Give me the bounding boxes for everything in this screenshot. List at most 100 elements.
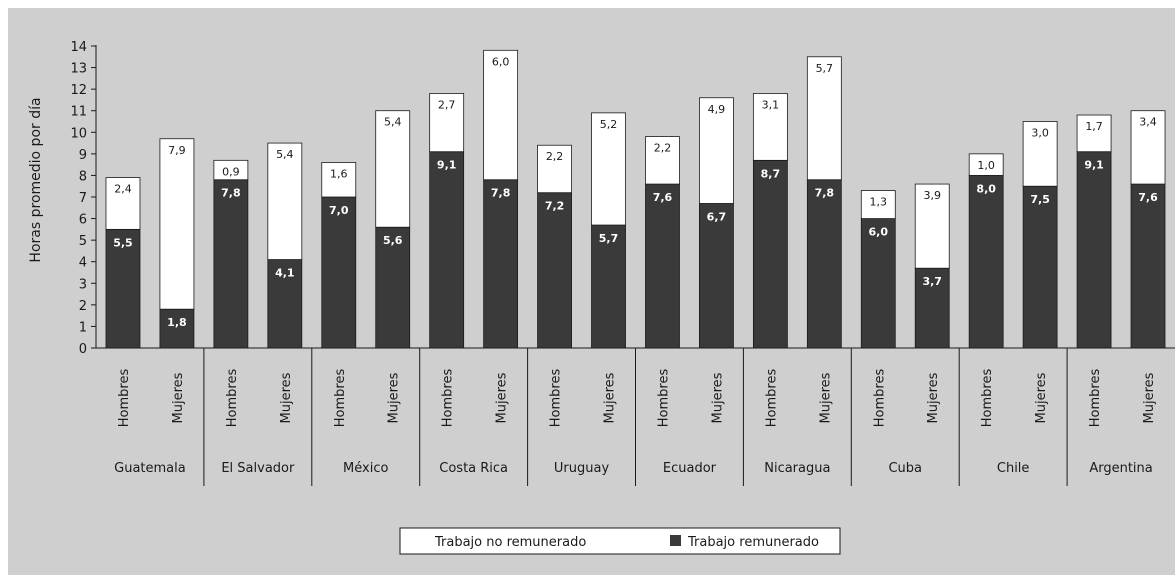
bar-label-paid: 7,8 bbox=[221, 187, 241, 200]
bar-unpaid bbox=[1076, 114, 1112, 153]
bar-paid bbox=[1130, 183, 1166, 349]
bar-unpaid bbox=[105, 177, 141, 230]
bar-unpaid bbox=[1022, 121, 1058, 187]
bar-unpaid bbox=[699, 97, 734, 204]
bar-paid bbox=[591, 224, 626, 349]
x-tick-label-gender: Mujeres bbox=[603, 372, 618, 423]
bar-label-paid: 7,6 bbox=[1138, 191, 1158, 204]
y-tick-label: 10 bbox=[70, 126, 87, 141]
bar-label-unpaid: 2,4 bbox=[114, 183, 132, 196]
bar-unpaid bbox=[752, 93, 788, 161]
bar-paid bbox=[213, 179, 249, 349]
y-tick-label: 0 bbox=[79, 342, 87, 357]
bar-unpaid bbox=[645, 136, 680, 185]
bar-label-unpaid: 1,6 bbox=[330, 167, 348, 180]
x-tick-label-gender: Hombres bbox=[1088, 369, 1103, 428]
bar-paid bbox=[267, 259, 303, 349]
x-tick-label-country: Cuba bbox=[888, 461, 922, 476]
y-tick-label: 2 bbox=[79, 299, 87, 314]
y-tick-label: 8 bbox=[79, 169, 87, 184]
bar-label-paid: 8,0 bbox=[976, 182, 996, 195]
y-tick-label: 4 bbox=[79, 256, 87, 271]
x-tick-label-gender: Mujeres bbox=[1142, 372, 1157, 423]
bar-paid bbox=[699, 203, 734, 349]
bar-paid bbox=[645, 183, 680, 349]
bar-label-unpaid: 3,0 bbox=[1031, 127, 1049, 140]
bar-label-unpaid: 1,3 bbox=[870, 196, 888, 209]
x-tick-label-country: México bbox=[343, 461, 388, 476]
x-tick-label-gender: Mujeres bbox=[710, 372, 725, 423]
x-tick-label-gender: Mujeres bbox=[171, 372, 186, 423]
bar-paid bbox=[483, 179, 519, 349]
bar-label-unpaid: 3,9 bbox=[923, 189, 941, 202]
bar-paid bbox=[429, 151, 465, 349]
bar-label-unpaid: 4,9 bbox=[708, 103, 726, 116]
x-tick-label-gender: Mujeres bbox=[818, 372, 833, 423]
bars bbox=[105, 49, 1166, 349]
bar-paid bbox=[914, 267, 950, 349]
x-axis-labels: Hombres Mujeres Hombres Mujeres Hombres Mujer… bbox=[114, 369, 1157, 476]
x-tick-label-gender: Hombres bbox=[225, 369, 240, 428]
bar-label-paid: 7,0 bbox=[329, 204, 349, 217]
bar-label-unpaid: 2,2 bbox=[546, 150, 564, 163]
bar-label-unpaid: 5,2 bbox=[600, 118, 618, 131]
bar-label-paid: 6,7 bbox=[707, 210, 727, 223]
bar-label-paid: 9,1 bbox=[1084, 159, 1104, 172]
x-tick-label-gender: Hombres bbox=[980, 369, 995, 428]
bar-paid bbox=[105, 228, 141, 349]
x-tick-label-gender: Hombres bbox=[872, 369, 887, 428]
x-tick-label-country: Nicaragua bbox=[764, 461, 830, 476]
x-tick-label-gender: Mujeres bbox=[1034, 372, 1049, 423]
legend-swatch-paid bbox=[670, 535, 681, 546]
y-tick-label: 5 bbox=[79, 234, 87, 249]
x-tick-label-gender: Hombres bbox=[764, 369, 779, 428]
x-tick-label-country: Ecuador bbox=[663, 461, 717, 476]
y-tick-label: 1 bbox=[79, 320, 87, 335]
bar-label-paid: 1,8 bbox=[167, 316, 187, 329]
y-axis-label: Horas promedio por día bbox=[28, 97, 44, 262]
bar-label-unpaid: 0,9 bbox=[222, 165, 240, 178]
x-tick-label-gender: Hombres bbox=[549, 369, 564, 428]
x-tick-label-gender: Mujeres bbox=[387, 372, 402, 423]
bar-unpaid bbox=[1130, 110, 1166, 185]
bar-paid bbox=[321, 196, 357, 349]
legend-label-paid: Trabajo remunerado bbox=[687, 535, 819, 550]
y-tick-label: 3 bbox=[79, 277, 87, 292]
x-tick-label-country: Guatemala bbox=[114, 461, 186, 476]
bar-label-paid: 5,6 bbox=[383, 234, 403, 247]
bar-label-paid: 7,8 bbox=[491, 187, 511, 200]
bar-label-unpaid: 5,4 bbox=[276, 148, 294, 161]
bar-paid bbox=[1076, 151, 1112, 349]
x-tick-label-country: Argentina bbox=[1089, 461, 1152, 476]
y-tick-label: 11 bbox=[70, 105, 87, 120]
bar-label-unpaid: 2,7 bbox=[438, 98, 456, 111]
bar-paid bbox=[752, 159, 788, 349]
bar-unpaid bbox=[860, 190, 896, 219]
y-tick-label: 9 bbox=[79, 148, 87, 163]
chart-panel: Horas promedio por día 0 1 2 3 4 5 6 7 8 9 10 11 12 1… bbox=[8, 8, 1175, 575]
x-tick-label-country: Costa Rica bbox=[439, 461, 508, 476]
x-tick-label-country: Uruguay bbox=[554, 461, 610, 476]
bar-label-unpaid: 3,1 bbox=[762, 98, 780, 111]
bar-paid bbox=[806, 179, 842, 349]
bar-unpaid bbox=[375, 110, 411, 228]
bar-label-paid: 4,1 bbox=[275, 267, 295, 280]
legend: Trabajo no remunerado Trabajo remunerado bbox=[399, 527, 841, 555]
bar-unpaid bbox=[537, 144, 572, 194]
bar-paid bbox=[537, 192, 572, 349]
bar-label-unpaid: 7,9 bbox=[168, 144, 186, 157]
bar-label-paid: 5,5 bbox=[113, 236, 133, 249]
x-tick-label-gender: Mujeres bbox=[495, 372, 510, 423]
bar-label-paid: 7,6 bbox=[653, 191, 673, 204]
bar-unpaid bbox=[267, 142, 303, 260]
bar-label-paid: 9,1 bbox=[437, 159, 457, 172]
bar-label-paid: 6,0 bbox=[869, 226, 889, 239]
bar-unpaid bbox=[321, 162, 357, 198]
bar-label-paid: 8,7 bbox=[761, 167, 781, 180]
legend-swatch-unpaid bbox=[416, 534, 429, 547]
x-tick-label-gender: Hombres bbox=[333, 369, 348, 428]
y-tick-label: 12 bbox=[70, 83, 87, 98]
bar-paid bbox=[159, 308, 195, 349]
bar-label-paid: 5,7 bbox=[599, 232, 619, 245]
x-tick-label-gender: Hombres bbox=[656, 369, 671, 428]
